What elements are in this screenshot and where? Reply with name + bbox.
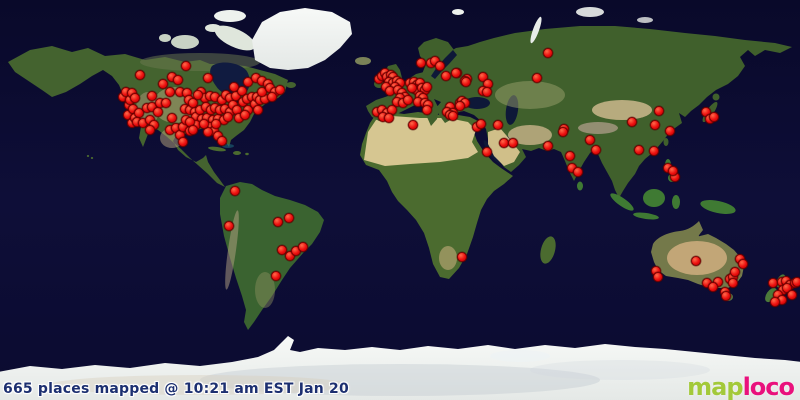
place-marker — [223, 112, 233, 122]
place-marker — [284, 213, 294, 223]
logo-text-map: map — [687, 372, 743, 400]
place-marker — [135, 70, 145, 80]
place-marker — [649, 146, 659, 156]
continent-south-america — [220, 182, 324, 330]
place-marker — [441, 71, 451, 81]
place-marker — [147, 91, 157, 101]
place-marker — [384, 113, 394, 123]
greenland — [252, 8, 371, 70]
place-marker — [230, 186, 240, 196]
place-marker — [476, 119, 486, 129]
antarctica — [0, 336, 800, 400]
place-marker — [203, 73, 213, 83]
place-marker — [298, 242, 308, 252]
continent-africa — [360, 112, 556, 279]
place-marker — [654, 106, 664, 116]
place-marker — [558, 127, 568, 137]
place-marker — [165, 87, 175, 97]
place-marker — [461, 77, 471, 87]
place-marker — [532, 73, 542, 83]
place-marker — [770, 297, 780, 307]
place-marker — [455, 101, 465, 111]
place-marker — [229, 82, 239, 92]
place-marker — [792, 277, 800, 287]
place-marker — [627, 117, 637, 127]
place-marker — [691, 256, 701, 266]
place-marker — [178, 137, 188, 147]
place-marker — [277, 245, 287, 255]
place-marker — [653, 272, 663, 282]
place-marker — [145, 125, 155, 135]
place-marker — [482, 147, 492, 157]
place-marker — [173, 75, 183, 85]
place-marker — [709, 112, 719, 122]
place-marker — [408, 120, 418, 130]
place-marker — [585, 135, 595, 145]
place-marker — [728, 278, 738, 288]
logo-text-loco: loco — [742, 372, 795, 400]
place-marker — [161, 98, 171, 108]
place-marker — [448, 111, 458, 121]
place-marker — [634, 145, 644, 155]
place-marker — [188, 125, 198, 135]
place-marker — [738, 259, 748, 269]
place-marker — [422, 105, 432, 115]
place-marker — [650, 120, 660, 130]
place-marker — [721, 291, 731, 301]
place-marker — [493, 120, 503, 130]
place-marker — [211, 119, 221, 129]
place-marker — [158, 79, 168, 89]
place-marker — [253, 105, 263, 115]
place-marker — [217, 136, 227, 146]
place-marker — [275, 85, 285, 95]
place-marker — [787, 290, 797, 300]
place-marker — [573, 167, 583, 177]
place-marker — [407, 83, 417, 93]
place-marker — [591, 145, 601, 155]
place-marker — [285, 251, 295, 261]
place-marker — [668, 166, 678, 176]
place-marker — [153, 107, 163, 117]
place-marker — [422, 82, 432, 92]
place-marker — [543, 48, 553, 58]
place-marker — [403, 95, 413, 105]
place-marker — [188, 98, 198, 108]
place-marker — [224, 221, 234, 231]
place-marker — [273, 217, 283, 227]
status-text: 665 places mapped @ 10:21 am EST Jan 20 — [3, 381, 349, 397]
place-marker — [730, 267, 740, 277]
place-marker — [130, 93, 140, 103]
place-marker — [240, 110, 250, 120]
place-marker — [451, 68, 461, 78]
place-marker — [543, 141, 553, 151]
place-marker — [199, 119, 209, 129]
place-marker — [416, 58, 426, 68]
place-marker — [508, 138, 518, 148]
place-marker — [193, 90, 203, 100]
place-marker — [167, 113, 177, 123]
place-marker — [267, 92, 277, 102]
place-marker — [203, 127, 213, 137]
place-marker — [271, 271, 281, 281]
place-marker — [482, 87, 492, 97]
place-marker — [565, 151, 575, 161]
place-marker — [181, 61, 191, 71]
place-marker — [435, 61, 445, 71]
place-marker — [708, 282, 718, 292]
maploco-logo[interactable]: maploco — [687, 372, 795, 400]
place-marker — [665, 126, 675, 136]
place-marker — [457, 252, 467, 262]
